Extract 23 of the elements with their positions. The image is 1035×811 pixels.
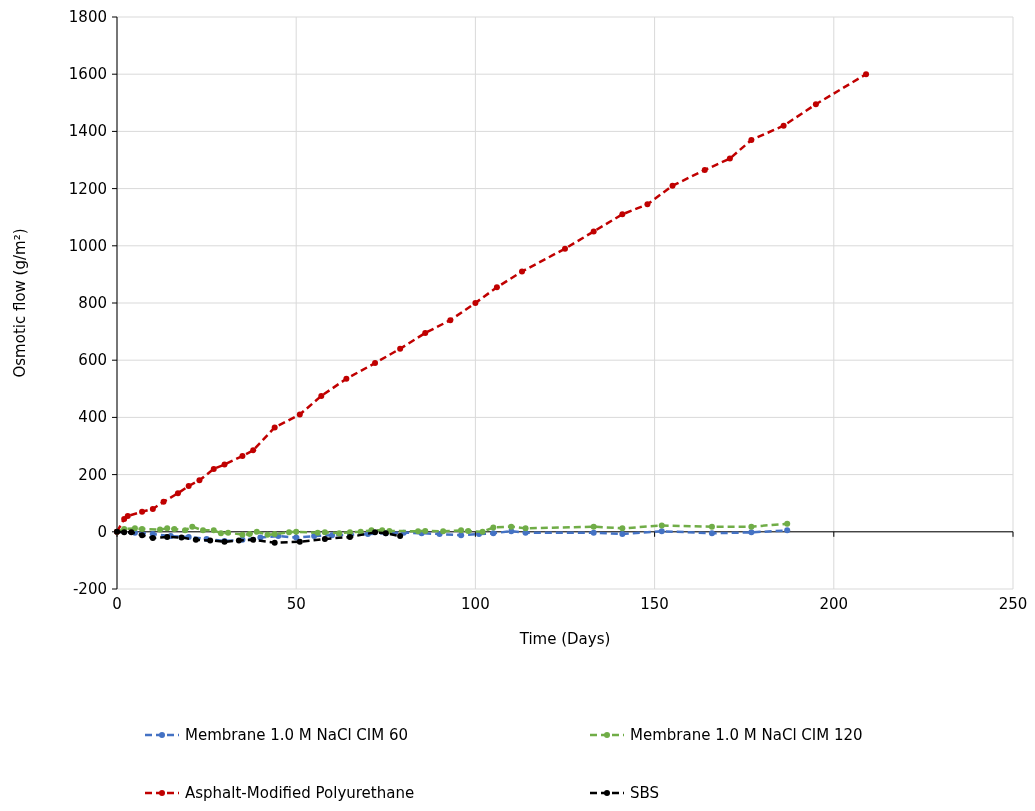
x-tick-label: 50	[286, 595, 306, 613]
legend-label: Membrane 1.0 M NaCl CIM 120	[630, 726, 863, 744]
y-tick-label: 600	[78, 351, 107, 370]
y-tick-label: -200	[72, 580, 107, 598]
x-axis-title: Time (Days)	[518, 630, 611, 648]
y-tick-label: 200	[78, 465, 107, 484]
legend-label: Membrane 1.0 M NaCl CIM 60	[185, 726, 409, 744]
y-tick-label: 1200	[68, 179, 107, 198]
x-tick-label: 150	[640, 595, 669, 613]
y-tick-label: 400	[78, 408, 107, 427]
legend-label: Asphalt-Modified Polyurethane	[185, 784, 415, 802]
y-tick-label: 1000	[68, 236, 107, 255]
y-tick-label: 1400	[68, 122, 107, 141]
y-tick-label: 1800	[68, 8, 107, 26]
x-tick-label: 100	[461, 595, 490, 613]
y-tick-label: 1600	[68, 65, 107, 84]
y-tick-label: 0	[97, 522, 107, 541]
x-tick-label: 0	[112, 595, 122, 613]
x-tick-label: 200	[819, 595, 849, 613]
y-axis-title: Osmotic flow (g/m²)	[11, 228, 29, 378]
y-tick-label: 800	[78, 294, 107, 312]
x-tick-label: 250	[998, 595, 1028, 613]
legend-label: SBS	[630, 784, 660, 802]
